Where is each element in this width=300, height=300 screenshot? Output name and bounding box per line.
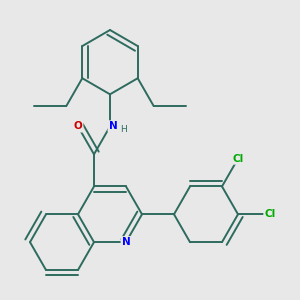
Text: O: O [74, 122, 82, 131]
Text: Cl: Cl [232, 154, 244, 164]
Text: N: N [122, 237, 130, 247]
Text: N: N [109, 122, 117, 131]
Text: H: H [120, 125, 127, 134]
Text: Cl: Cl [264, 209, 276, 219]
